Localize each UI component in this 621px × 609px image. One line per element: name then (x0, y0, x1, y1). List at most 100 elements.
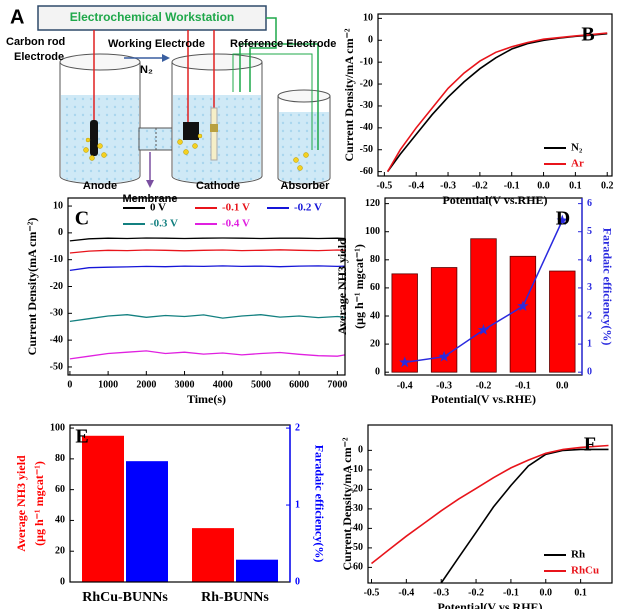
y2-axis-label: Faradaic efficiency(%) (312, 445, 326, 563)
y-tick-label: 40 (370, 310, 380, 321)
data-line (69, 314, 345, 323)
star-marker (517, 300, 529, 311)
plot-frame (377, 13, 613, 177)
bar (126, 461, 168, 582)
reference-label: Reference Electrode (230, 38, 336, 50)
y-tick-label: -10 (360, 56, 373, 67)
legend-label: -0.1 V (222, 202, 250, 214)
anode-label: Anode (83, 180, 117, 192)
bridge (138, 127, 174, 151)
y-tick-label: -60 (360, 166, 373, 177)
bubbles (83, 133, 309, 171)
x-tick-label: -0.5 (376, 180, 392, 191)
cell-rim (277, 89, 331, 103)
x-tick-label: 0.0 (537, 180, 550, 191)
x-tick-label: Rh-BUNNs (201, 590, 269, 605)
x-tick-label: -0.5 (364, 587, 380, 598)
y-tick-label: 60 (370, 282, 380, 293)
y-tick-label: -10 (50, 254, 63, 265)
panel-label: F (584, 434, 596, 456)
x-tick-label: 2000 (136, 379, 156, 390)
y-axis-label: Average NH3 yield (14, 455, 28, 552)
absorber-label: Absorber (281, 180, 331, 192)
data-line (69, 249, 345, 254)
y-tick-label: -40 (360, 122, 373, 133)
x-tick-label: -0.2 (476, 380, 492, 391)
y-tick-label: -20 (50, 281, 63, 292)
gas-tube (239, 43, 319, 150)
data-line (386, 32, 608, 173)
y-tick-label: -20 (350, 484, 363, 495)
y-tick-label: 100 (365, 226, 380, 237)
x-tick-label: 0.0 (540, 587, 553, 598)
x-axis-label: Time(s) (187, 392, 226, 406)
y-axis-label: Current Density/mA cm⁻² (340, 437, 354, 570)
working-electrode (183, 122, 199, 140)
x-tick-label: -0.3 (440, 180, 456, 191)
cell-rim (171, 53, 263, 71)
x-tick-label: 0.1 (574, 587, 587, 598)
x-tick-label: 4000 (213, 379, 233, 390)
y2-tick-label: 2 (587, 310, 592, 321)
workstation-box (37, 5, 267, 31)
reference-electrode (210, 107, 218, 161)
y-tick-label: 100 (50, 422, 65, 433)
y-tick-label: 80 (55, 453, 65, 464)
star-marker (477, 324, 490, 335)
carbon-rod (90, 120, 98, 156)
y-tick-label: 10 (53, 200, 63, 211)
x-tick-label: -0.1 (503, 587, 519, 598)
x-tick-label: 3000 (175, 379, 195, 390)
data-line (69, 265, 345, 272)
legend-label: -0.4 V (222, 218, 250, 230)
plot-frame (67, 197, 346, 376)
y-tick-label: -10 (350, 464, 363, 475)
y-tick-label: -60 (350, 562, 363, 573)
y-tick-label: 0 (58, 227, 63, 238)
legend-label: Rh (571, 549, 585, 561)
x-tick-label: -0.4 (408, 180, 424, 191)
bar (192, 528, 234, 582)
y-tick-label: -50 (350, 542, 363, 553)
x-tick-label: 0.2 (601, 180, 614, 191)
panel-label: E (75, 426, 88, 448)
green-lead (249, 17, 277, 92)
y-tick-label: 20 (55, 546, 65, 557)
data-line (69, 350, 345, 360)
y-tick-label: -50 (50, 361, 63, 372)
x-tick-label: 1000 (98, 379, 118, 390)
legend-label: RhCu (571, 565, 599, 577)
x-axis-label: Potential(V vs.RHE) (442, 193, 547, 207)
y-tick-label: 60 (55, 484, 65, 495)
data-line (440, 448, 609, 583)
y-tick-label: -50 (360, 144, 373, 155)
electrolyte (61, 95, 139, 183)
panel-label: A (10, 6, 24, 28)
working-label: Working Electrode (108, 38, 205, 50)
y-tick-label: 0 (375, 366, 380, 377)
carbon-rod-label: Carbon rod (6, 36, 65, 48)
x-tick-label: -0.1 (515, 380, 531, 391)
y2-tick-label: 6 (587, 198, 592, 209)
y-tick-label: 0 (358, 445, 363, 456)
x-tick-label: RhCu-BUNNs (82, 590, 168, 605)
data-line (69, 237, 345, 242)
y-tick-label: -30 (360, 100, 373, 111)
membrane-label: Membrane (122, 193, 177, 205)
workstation-label: Electrochemical Workstation (70, 10, 235, 24)
x-tick-label: 0.0 (556, 380, 569, 391)
panel-label: B (581, 24, 594, 46)
panel-label: D (556, 208, 570, 230)
cell-rim (59, 53, 141, 71)
y2-tick-label: 0 (587, 366, 592, 377)
x-tick-label: -0.2 (468, 587, 484, 598)
y-tick-label: 120 (365, 198, 380, 209)
y-tick-label: 0 (60, 576, 65, 587)
bar (509, 255, 537, 373)
cell-diagram: A Electrochemical Workstation (6, 5, 336, 205)
y2-tick-label: 1 (587, 338, 592, 349)
x-tick-label: 0.1 (569, 180, 582, 191)
y-tick-label: 80 (370, 254, 380, 265)
x-axis-label: Potential(V vs.RHE) (437, 600, 542, 609)
